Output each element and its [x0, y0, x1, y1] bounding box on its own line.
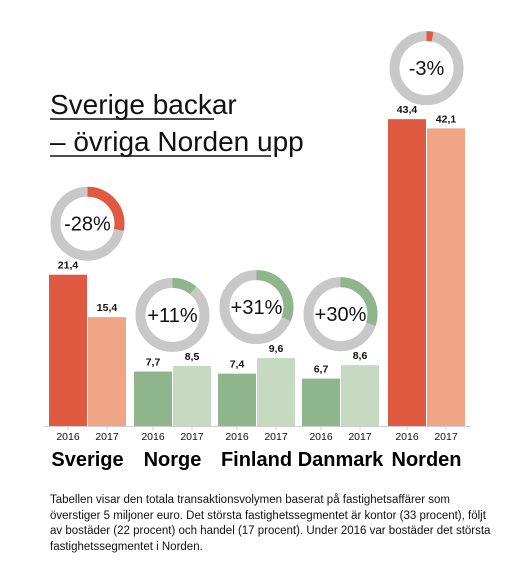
- data-label-sverige-2016: 21,4: [58, 260, 79, 272]
- data-label-danmark-2017: 8,6: [353, 350, 368, 362]
- change-ring-arc-norge: [135, 277, 210, 352]
- tick-label-norden-2016: 2016: [395, 431, 419, 443]
- change-label-finland: +31%: [231, 297, 283, 319]
- change-label-sverige: -28%: [64, 214, 111, 236]
- tick-label-finland-2017: 2017: [264, 431, 288, 443]
- change-ring-arc-norden: [389, 31, 464, 106]
- chart-caption: Tabellen visar den totala transaktionsvo…: [50, 494, 491, 553]
- data-label-norden-2017: 42,1: [436, 113, 457, 125]
- category-label-danmark: Danmark: [298, 449, 384, 471]
- tick-label-norge-2016: 2016: [141, 431, 165, 443]
- chart-title-line-1: Sverige backar: [50, 89, 237, 120]
- tick-label-norden-2017: 2017: [434, 431, 458, 443]
- chart-title-line-2: – övriga Norden upp: [50, 126, 304, 157]
- tick-label-sverige-2016: 2016: [56, 431, 80, 443]
- change-label-norden: -3%: [409, 58, 445, 80]
- change-ring-arc-finland: [219, 270, 294, 345]
- bar-finland-2016: [218, 373, 256, 426]
- tick-label-sverige-2017: 2017: [95, 431, 119, 443]
- data-label-norge-2017: 8,5: [185, 351, 200, 363]
- tick-label-norge-2017: 2017: [180, 431, 204, 443]
- tick-label-finland-2016: 2016: [225, 431, 249, 443]
- bar-danmark-2017: [341, 365, 379, 426]
- data-label-norden-2016: 43,4: [397, 104, 418, 116]
- category-label-finland: Finland: [221, 449, 292, 471]
- bar-norden-2017: [427, 128, 465, 426]
- data-label-finland-2016: 7,4: [230, 359, 245, 371]
- chart-plot-area: 21,4 2016 15,4 2017 Sverige -28% 7,7 2016 8,5 201…: [44, 31, 470, 471]
- bar-norden-2016: [388, 119, 426, 427]
- bar-norge-2017: [173, 365, 211, 426]
- bar-finland-2017: [257, 358, 295, 426]
- data-label-danmark-2016: 6,7: [314, 364, 329, 376]
- bar-norge-2016: [134, 371, 172, 426]
- category-label-norge: Norge: [144, 449, 202, 471]
- data-label-sverige-2017: 15,4: [97, 302, 118, 314]
- tick-label-danmark-2017: 2017: [348, 431, 372, 443]
- change-ring-arc-danmark: [303, 277, 378, 352]
- change-ring-arc-sverige: [50, 186, 125, 261]
- bar-danmark-2016: [302, 378, 340, 426]
- change-label-danmark: +30%: [315, 304, 367, 326]
- tick-label-danmark-2016: 2016: [309, 431, 333, 443]
- category-label-sverige: Sverige: [51, 449, 123, 471]
- bar-sverige-2017: [88, 317, 126, 426]
- data-label-norge-2016: 7,7: [146, 357, 161, 369]
- category-label-norden: Norden: [392, 449, 462, 471]
- change-label-norge: +11%: [147, 305, 197, 327]
- bar-sverige-2016: [49, 274, 87, 426]
- data-label-finland-2017: 9,6: [269, 343, 284, 355]
